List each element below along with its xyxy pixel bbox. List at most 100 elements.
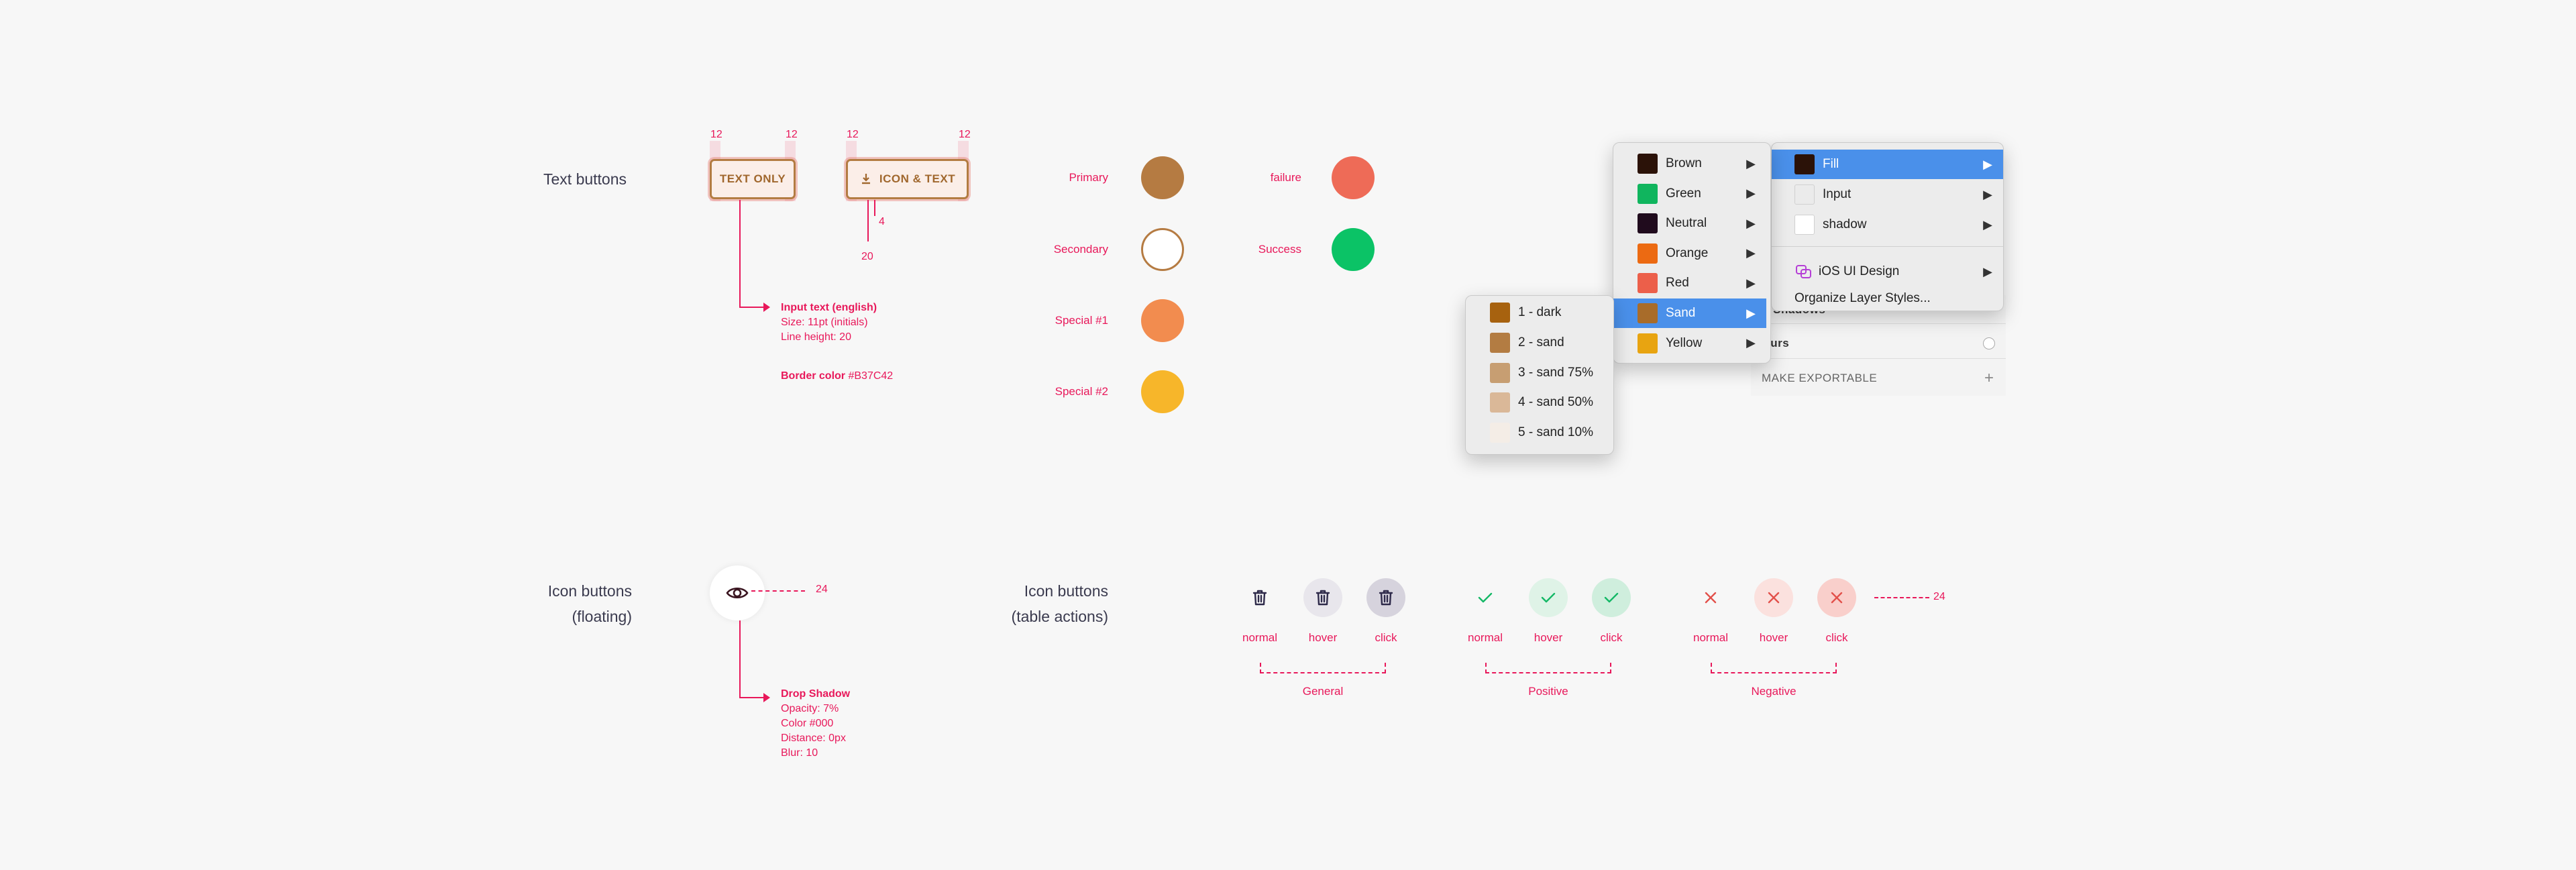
color-menu-label: Orange — [1666, 246, 1709, 260]
sand-menu-item[interactable]: 3 - sand 75% — [1466, 358, 1613, 388]
icon-gap-measure: 4 — [879, 216, 885, 227]
layer-style-label: Input — [1823, 187, 1851, 201]
color-menu-item-yellow[interactable]: Yellow ▶ — [1613, 329, 1766, 358]
color-swatch — [1332, 156, 1375, 199]
border-color-spec: Border color #B37C42 — [781, 369, 893, 384]
color-label: failure — [1270, 171, 1301, 184]
close-icon — [1768, 592, 1780, 604]
state-label: normal — [1468, 631, 1503, 644]
shadow-blur: Blur: 10 — [781, 747, 818, 759]
floating-eye-button[interactable] — [710, 565, 765, 620]
blur-toggle-icon[interactable] — [1983, 337, 1995, 349]
table-action-button[interactable] — [1817, 578, 1856, 617]
swatch-icon — [1490, 362, 1510, 383]
swatch-icon — [1638, 273, 1658, 294]
layer-style-item[interactable]: Fill ▶ — [1772, 150, 2003, 179]
menu-item-ios-ui-design[interactable]: iOS UI Design ▶ — [1772, 257, 2003, 286]
size-measure-line — [1874, 597, 1929, 598]
organize-label: Organize Layer Styles... — [1794, 291, 1931, 305]
table-action-button[interactable] — [1366, 578, 1405, 617]
submenu-arrow-icon: ▶ — [1983, 217, 1992, 231]
trash-icon — [1379, 590, 1393, 606]
submenu-arrow-icon: ▶ — [1746, 306, 1756, 320]
table-action-button[interactable] — [1303, 578, 1342, 617]
layer-style-item[interactable]: shadow ▶ — [1772, 210, 2003, 239]
icon-text-button[interactable]: ICON & TEXT — [846, 159, 969, 199]
swatch-icon — [1490, 332, 1510, 353]
table-action-button[interactable] — [1754, 578, 1793, 617]
padding-measure: 12 — [959, 129, 971, 140]
layer-style-label: Fill — [1823, 157, 1839, 171]
section-label-line: Icon buttons — [547, 582, 632, 600]
spec-line-height: Line height: 20 — [781, 331, 851, 343]
text-only-button[interactable]: TEXT ONLY — [710, 159, 796, 199]
swatch-icon — [1638, 243, 1658, 264]
section-label-text-buttons: Text buttons — [543, 170, 627, 188]
size-measure-line — [751, 590, 805, 592]
section-label-icon-buttons-floating: Icon buttons (floating) — [543, 578, 632, 629]
color-label: Secondary — [1053, 243, 1108, 256]
color-menu-label: Brown — [1666, 156, 1702, 170]
color-label: Primary — [1069, 171, 1108, 184]
connector-line — [739, 620, 741, 698]
color-menu-item-brown[interactable]: Brown ▶ — [1613, 149, 1766, 178]
make-exportable-row[interactable]: MAKE EXPORTABLE — [1762, 372, 1878, 384]
section-label-line: (table actions) — [1011, 608, 1108, 625]
check-icon — [1604, 592, 1619, 603]
check-icon — [1541, 592, 1556, 603]
table-action-button[interactable] — [1691, 578, 1730, 617]
connector-line — [739, 200, 741, 307]
color-menu-item-red[interactable]: Red ▶ — [1613, 268, 1766, 298]
sand-menu-item[interactable]: 2 - sand — [1466, 328, 1613, 358]
trash-icon — [1252, 590, 1267, 606]
submenu-arrow-icon: ▶ — [1983, 187, 1992, 201]
shadow-color: Color #000 — [781, 718, 834, 729]
close-icon — [1831, 592, 1843, 604]
swatch-icon — [1638, 303, 1658, 323]
trash-icon — [1316, 590, 1330, 606]
color-swatch — [1332, 228, 1375, 271]
color-menu-item-neutral[interactable]: Neutral ▶ — [1613, 209, 1766, 238]
divider — [1751, 323, 2006, 324]
sand-menu-item[interactable]: 4 - sand 50% — [1466, 388, 1613, 417]
layer-style-label: shadow — [1823, 217, 1867, 231]
blurs-row[interactable]: lurs — [1767, 337, 1790, 349]
color-swatch — [1141, 228, 1184, 271]
color-label: Special #1 — [1055, 314, 1108, 327]
color-menu-label: Sand — [1666, 306, 1696, 320]
swatch-icon — [1638, 213, 1658, 234]
group-label: Positive — [1528, 685, 1568, 698]
measure-line — [874, 200, 875, 216]
state-label: normal — [1242, 631, 1277, 644]
table-action-button[interactable] — [1592, 578, 1631, 617]
table-action-button[interactable] — [1466, 578, 1505, 617]
sand-menu-label: 3 - sand 75% — [1518, 365, 1593, 380]
plus-icon[interactable]: + — [1984, 369, 1994, 387]
state-label: click — [1375, 631, 1397, 644]
shadow-distance: Distance: 0px — [781, 732, 846, 744]
state-label: click — [1825, 631, 1848, 644]
table-action-button[interactable] — [1529, 578, 1568, 617]
sand-menu-label: 4 - sand 50% — [1518, 395, 1593, 410]
spec-size: Size: 11pt (initials) — [781, 317, 868, 328]
sand-menu-item[interactable]: 1 - dark — [1466, 298, 1613, 327]
measure-line — [867, 200, 869, 241]
shadow-opacity: Opacity: 7% — [781, 703, 839, 714]
swatch-icon — [1638, 333, 1658, 354]
color-menu-item-sand[interactable]: Sand ▶ — [1613, 298, 1766, 328]
section-label-icon-buttons-table: Icon buttons (table actions) — [1000, 578, 1108, 629]
icon-text-button-label: ICON & TEXT — [879, 172, 956, 185]
library-icon — [1796, 265, 1811, 278]
table-action-button[interactable] — [1240, 578, 1279, 617]
sand-menu-label: 2 - sand — [1518, 335, 1564, 349]
submenu-arrow-icon: ▶ — [1983, 264, 1992, 278]
sand-menu-item[interactable]: 5 - sand 10% — [1466, 418, 1613, 447]
section-label-line: (floating) — [572, 608, 632, 625]
table-action-size-measure: 24 — [1933, 591, 1945, 602]
menu-item-organize-layer-styles[interactable]: Organize Layer Styles... — [1772, 286, 2003, 311]
connector-arrow — [763, 693, 770, 702]
layer-style-item[interactable]: Input ▶ — [1772, 180, 2003, 209]
menu-separator — [1772, 246, 2003, 247]
color-menu-item-green[interactable]: Green ▶ — [1613, 179, 1766, 209]
color-menu-item-orange[interactable]: Orange ▶ — [1613, 239, 1766, 268]
